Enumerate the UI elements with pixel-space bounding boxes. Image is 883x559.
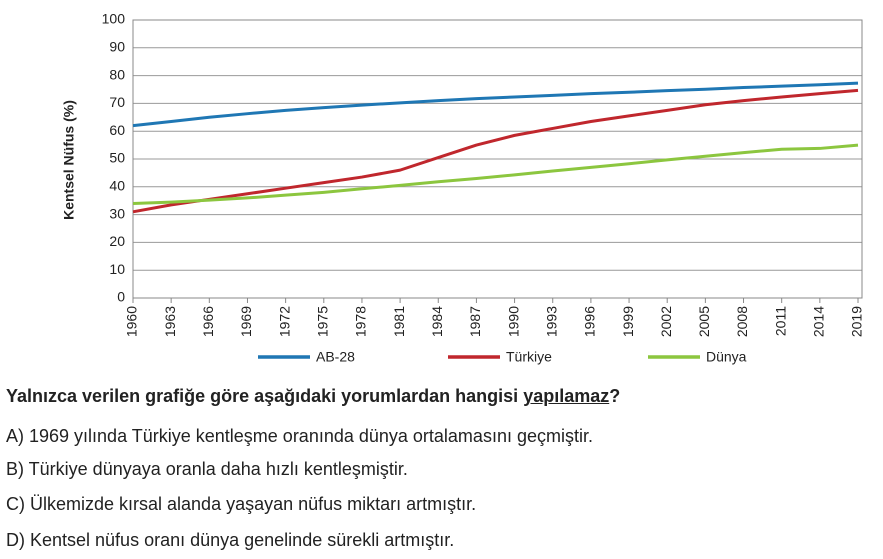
- x-tick-label: 1966: [200, 306, 216, 337]
- chart: Kentsel Nüfus (%) 0 10 20 30 40 50 60 70 80 90 100…: [61, 11, 865, 365]
- legend-label: Türkiye: [506, 349, 552, 365]
- x-tick-label: 2014: [811, 306, 827, 337]
- y-tick-label: 60: [109, 122, 125, 138]
- x-tick-label: 1999: [620, 306, 636, 337]
- question-emphasis: yapılamaz: [523, 386, 610, 406]
- y-tick-label: 80: [109, 66, 125, 82]
- x-tick-label: 2019: [849, 306, 865, 337]
- series-line: [132, 81, 859, 128]
- legend-label: AB-28: [316, 349, 355, 365]
- question-text: Yalnızca verilen grafiğe göre aşağıdaki …: [6, 386, 519, 406]
- y-tick-label: 70: [109, 94, 125, 110]
- y-axis-label: Kentsel Nüfus (%): [61, 100, 77, 220]
- x-tick-label: 2008: [734, 306, 750, 337]
- y-tick-label: 10: [109, 261, 125, 277]
- x-tick-label: 1993: [543, 306, 559, 337]
- x-tick-label: 1969: [238, 306, 254, 337]
- x-tick-label: 1990: [505, 306, 521, 337]
- question: Yalnızca verilen grafiğe göre aşağıdaki …: [6, 386, 620, 407]
- y-tick-label: 0: [117, 289, 125, 305]
- y-tick-label: 100: [102, 11, 126, 27]
- x-tick-label: 1972: [276, 306, 292, 337]
- series-line: [132, 88, 859, 214]
- x-tick-label: 2002: [658, 306, 674, 337]
- option: A) 1969 yılında Türkiye kentleşme oranın…: [6, 426, 593, 446]
- y-tick-label: 90: [109, 39, 125, 55]
- x-tick-label: 1996: [582, 306, 598, 337]
- x-tick-label: 1981: [391, 306, 407, 337]
- plot-frame: [132, 19, 863, 299]
- x-tick-label: 2005: [696, 306, 712, 337]
- option: B) Türkiye dünyaya oranla daha hızlı ken…: [6, 459, 408, 479]
- x-tick-label: 1963: [162, 306, 178, 337]
- y-tick-label: 50: [109, 150, 125, 166]
- x-tick-label: 1984: [429, 306, 445, 337]
- x-tick-label: 1987: [467, 306, 483, 337]
- legend-label: Dünya: [706, 349, 747, 365]
- option: C) Ülkemizde kırsal alanda yaşayan nüfus…: [6, 494, 477, 514]
- x-tick-label: 1978: [353, 306, 369, 337]
- x-tick-label: 1975: [314, 306, 330, 337]
- y-tick-label: 20: [109, 233, 125, 249]
- y-tick-label: 40: [109, 178, 125, 194]
- option: D) Kentsel nüfus oranı dünya genelinde s…: [6, 530, 455, 550]
- x-tick-label: 2011: [772, 306, 788, 336]
- x-tick-label: 1960: [124, 306, 140, 337]
- y-tick-label: 30: [109, 205, 125, 221]
- question-mark: ?: [609, 386, 621, 406]
- series-line: [132, 143, 859, 205]
